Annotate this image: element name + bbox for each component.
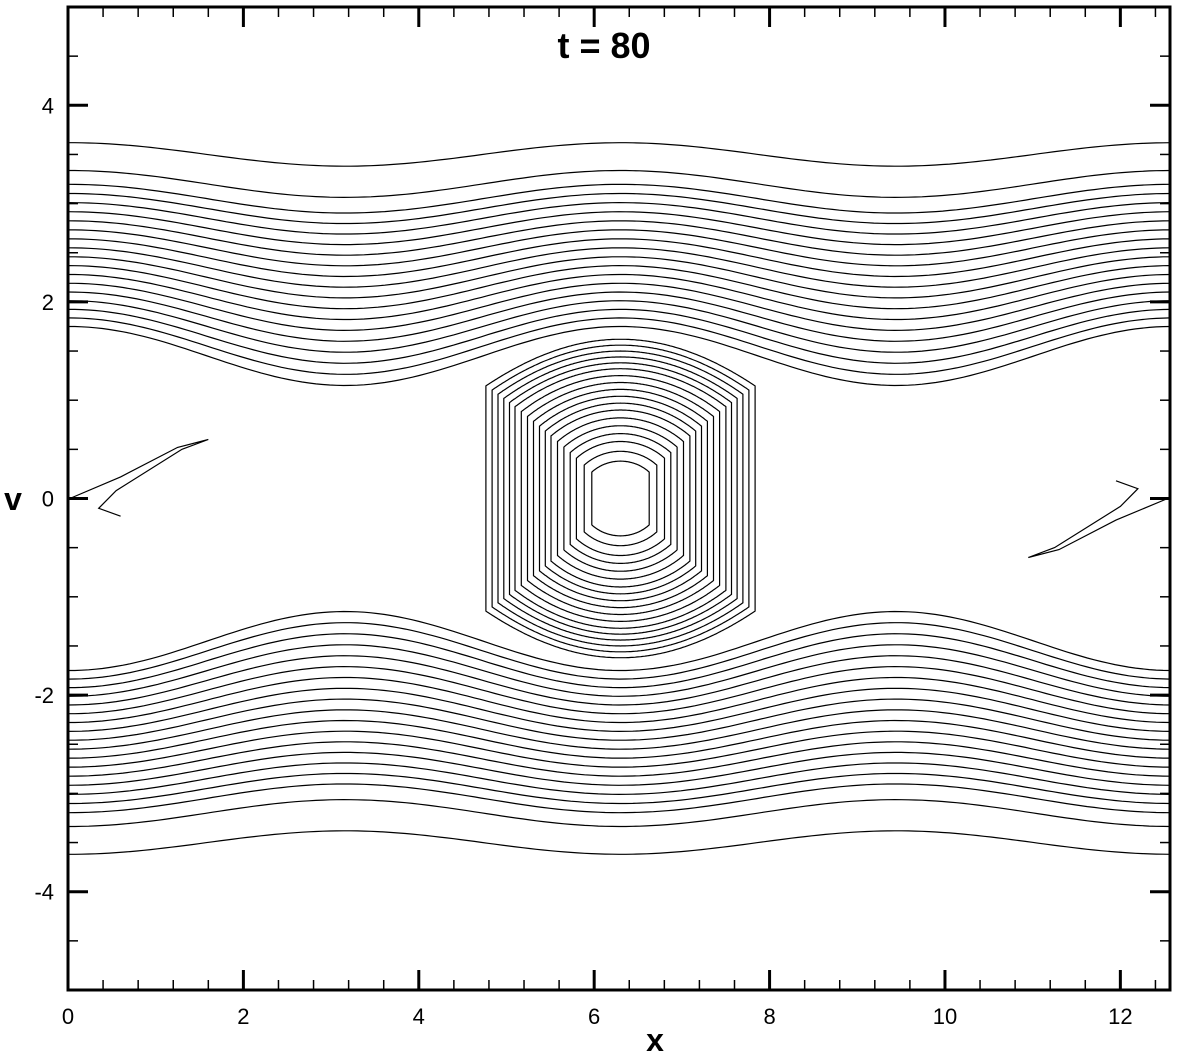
trapped-orbit-contour [503,356,738,641]
open-contour [68,211,1170,246]
trapped-orbit-contour [575,440,666,557]
trapped-orbit-contour [569,433,672,564]
trapped-orbit-contour [538,395,703,602]
open-contour [68,256,1170,299]
open-contour [68,142,1170,167]
open-contour [68,183,1170,214]
y-tick-label: 4 [42,93,54,118]
open-contour [68,633,1170,689]
y-tick-label: 2 [42,290,54,315]
open-contour [68,220,1170,256]
axis-tick-labels: 0 2 4 6 8 10 12 -4 -2 0 2 4 [34,93,1132,1029]
open-contour [68,273,1170,321]
open-contour [68,622,1170,680]
y-tick-label: 0 [42,487,54,512]
open-contour [68,687,1170,733]
trapped-orbit-contour [485,338,756,659]
open-contour [68,730,1170,768]
open-contour [68,676,1170,724]
open-contour [68,229,1170,267]
x-tick-label: 12 [1108,1004,1132,1029]
x-tick-label: 4 [413,1004,425,1029]
trapped-orbit-contour [491,344,750,653]
open-contour [68,317,1170,375]
open-contour [68,798,1170,828]
trapped-orbit-contour [544,402,697,595]
open-contour [68,247,1170,288]
plot-title: t = 80 [557,25,650,66]
trapped-orbit-contour [583,450,658,547]
x-tick-label: 8 [763,1004,775,1029]
x-tick-label: 6 [588,1004,600,1029]
open-contour [68,655,1170,706]
trapped-orbit-contour [591,460,650,537]
open-contour [68,709,1170,750]
trapped-orbit-contour [514,368,727,629]
open-contour [68,610,1170,672]
open-contour [68,698,1170,741]
open-contour [68,741,1170,777]
open-contour [68,751,1170,786]
open-contour [68,325,1170,387]
open-contour [68,264,1170,310]
trapped-orbit-contour [526,381,715,616]
open-contour [68,830,1170,855]
trapped-orbit-contour [550,409,691,588]
open-contour [68,644,1170,697]
axis-ticks [66,7,1170,990]
open-contour [68,783,1170,814]
open-contour [68,201,1170,235]
open-contour [68,238,1170,278]
filament-contour [69,438,209,517]
trapped-orbit-contour [497,350,744,647]
x-tick-label: 10 [933,1004,957,1029]
open-contour [68,300,1170,353]
open-contour [68,665,1170,715]
trapped-orbit-contour [556,417,685,580]
open-contour [68,169,1170,199]
open-contour [68,308,1170,364]
filament-contour [1028,480,1168,559]
open-contour [68,772,1170,805]
trapped-orbit-contour [508,362,733,635]
x-axis-title: x [646,1022,664,1056]
trapped-orbit-contour [532,388,708,609]
x-tick-label: 0 [62,1004,74,1029]
open-contour [68,282,1170,332]
trapped-orbit-contour [563,425,678,572]
y-axis-title: v [4,481,22,517]
trapped-orbit-contour [520,375,721,622]
contour-lines [68,142,1170,855]
open-contour [68,192,1170,225]
y-tick-label: -2 [34,683,54,708]
open-contour [68,719,1170,759]
open-contour [68,762,1170,796]
open-contour [68,291,1170,342]
y-tick-label: -4 [34,880,54,905]
plot-frame [66,5,1172,992]
x-tick-label: 2 [237,1004,249,1029]
